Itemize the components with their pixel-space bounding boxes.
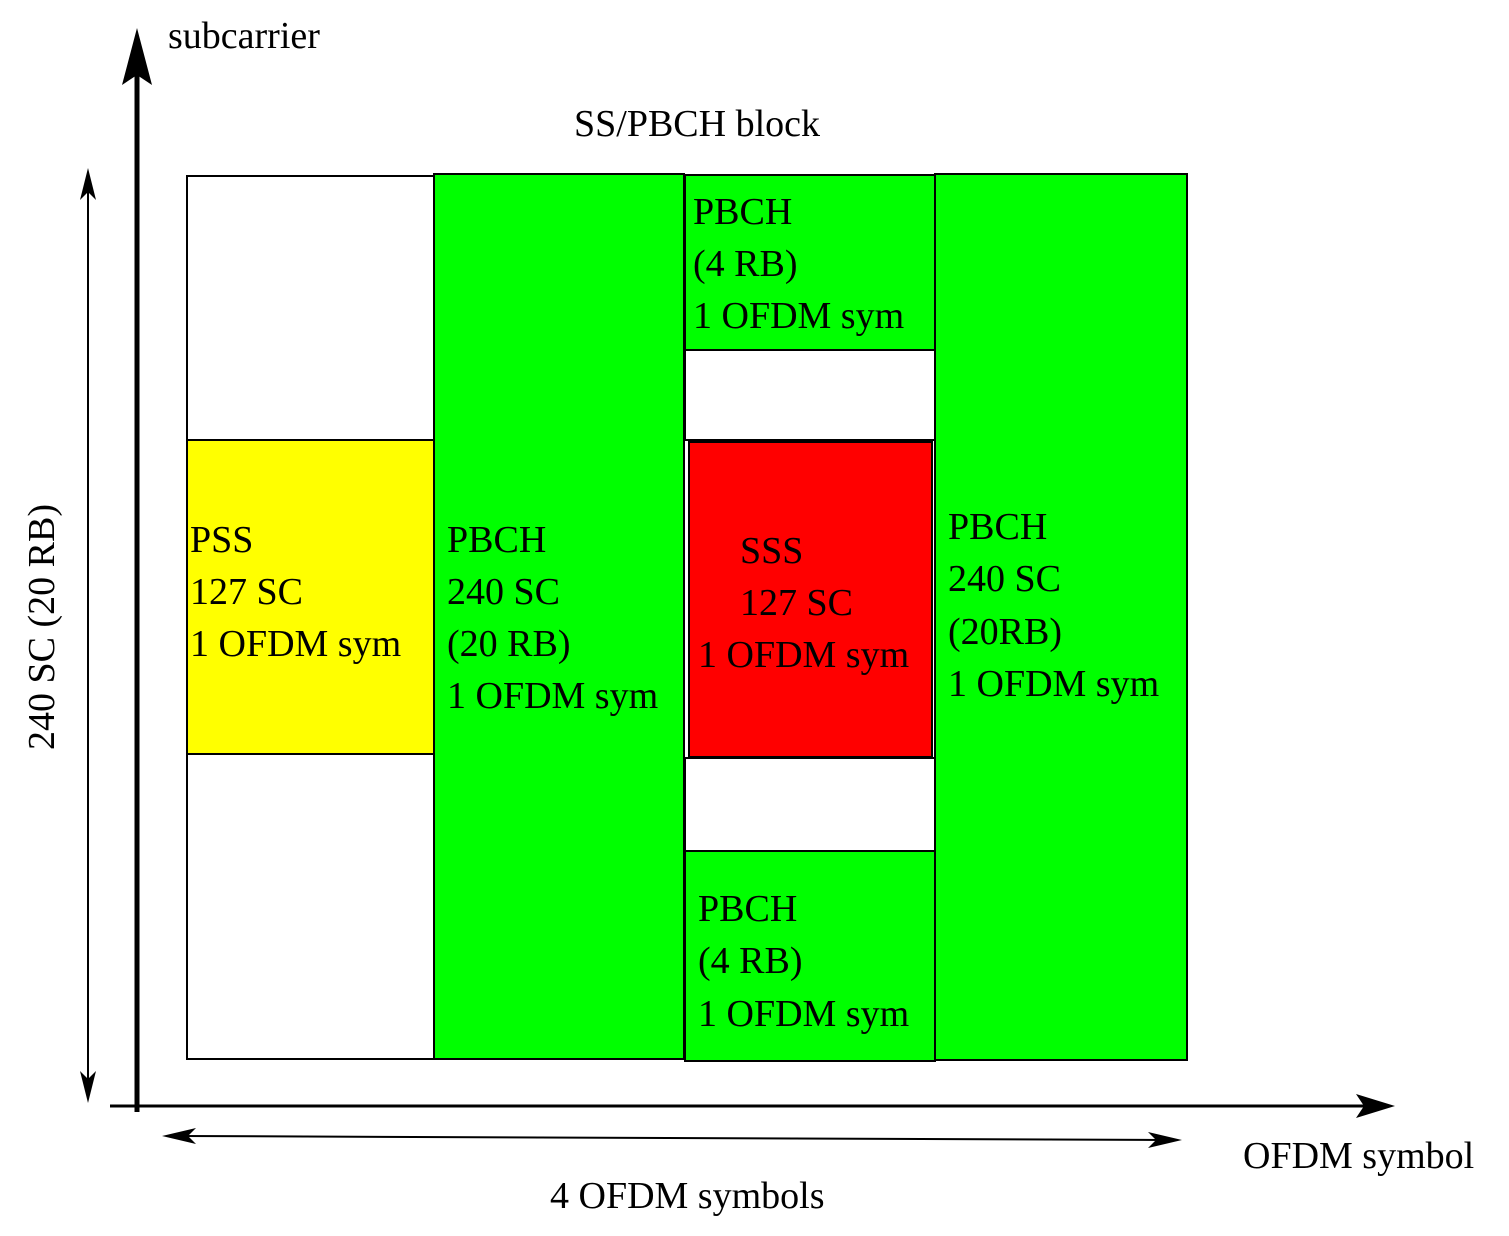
pbch-full-2-label: PBCH 240 SC (20RB) 1 OFDM sym (948, 506, 1159, 705)
width-dimension-label: 4 OFDM symbols (550, 1175, 825, 1217)
pbch-full-2-label-line-2: 240 SC (948, 558, 1061, 600)
x-axis-arrowhead (1356, 1094, 1395, 1118)
height-dimension-label: 240 SC (20 RB) (21, 504, 63, 750)
pbch-top-label: PBCH (4 RB) 1 OFDM sym (693, 191, 904, 337)
pbch-top-label-line-3: 1 OFDM sym (693, 295, 904, 337)
pss-block (186, 439, 435, 755)
sss-label-line-1: SSS (740, 530, 803, 572)
diagram-title: SS/PBCH block (574, 103, 820, 145)
x-axis-label: OFDM symbol (1243, 1135, 1474, 1177)
pbch-full-2-label-line-4: 1 OFDM sym (948, 663, 1159, 705)
width-dimension-line (179, 1135, 1163, 1141)
y-axis-label: subcarrier (168, 15, 320, 57)
pbch-block-bottom (684, 850, 936, 1062)
sss-label-line-3: 1 OFDM sym (698, 634, 909, 676)
pbch-full-2-label-line-1: PBCH (948, 506, 1047, 548)
width-dimension-arrow-right (1148, 1132, 1182, 1148)
height-dimension-arrow-top (80, 168, 96, 200)
empty-region-col1-top (186, 175, 435, 441)
pbch-block-top (684, 174, 936, 351)
height-dimension-arrow-bottom (80, 1071, 96, 1103)
pbch-top-label-line-2: (4 RB) (693, 243, 798, 285)
pbch-full-1-label: PBCH 240 SC (20 RB) 1 OFDM sym (447, 519, 658, 717)
pbch-bottom-label-line-1: PBCH (698, 888, 797, 930)
empty-region-col3-lower (684, 757, 936, 852)
pss-label-line-3: 1 OFDM sym (190, 623, 401, 665)
pbch-bottom-label: PBCH (4 RB) 1 OFDM sym (698, 888, 909, 1035)
width-dimension-arrow-left (162, 1128, 196, 1144)
pbch-top-label-line-1: PBCH (693, 191, 792, 233)
pss-label-line-2: 127 SC (190, 571, 303, 613)
pss-label: PSS 127 SC 1 OFDM sym (190, 519, 401, 665)
sss-label-line-2: 127 SC (740, 582, 853, 624)
pbch-full-1-label-line-2: 240 SC (447, 571, 560, 613)
pbch-full-2-label-line-3: (20RB) (948, 611, 1062, 653)
pbch-block-full-1 (433, 173, 685, 1060)
pbch-full-1-label-line-4: 1 OFDM sym (447, 675, 658, 717)
empty-region-col3-upper (684, 349, 936, 441)
pss-label-line-1: PSS (190, 519, 253, 561)
pbch-bottom-label-line-3: 1 OFDM sym (698, 993, 909, 1035)
sss-label: SSS 127 SC 1 OFDM sym (698, 530, 909, 676)
y-axis-arrowhead (122, 28, 152, 85)
pbch-full-1-label-line-3: (20 RB) (447, 623, 571, 665)
pbch-bottom-label-line-2: (4 RB) (698, 940, 803, 982)
pbch-block-full-2 (934, 173, 1188, 1061)
empty-region-col1-bottom (186, 753, 435, 1060)
sss-block (688, 441, 933, 758)
pbch-full-1-label-line-1: PBCH (447, 519, 546, 561)
